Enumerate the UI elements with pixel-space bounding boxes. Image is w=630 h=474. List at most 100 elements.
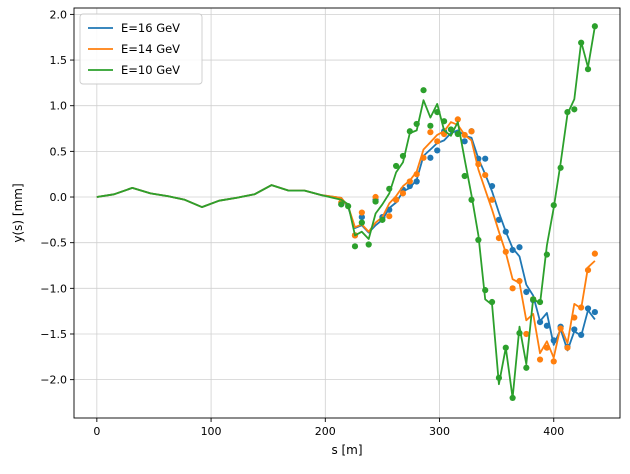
data-point xyxy=(516,277,523,285)
data-point xyxy=(365,241,372,248)
data-point xyxy=(406,182,413,190)
data-point xyxy=(530,296,537,303)
data-point xyxy=(564,108,571,116)
data-point xyxy=(468,196,475,203)
data-point xyxy=(351,243,359,250)
data-point xyxy=(440,118,448,125)
x-tick-label: 300 xyxy=(429,425,450,438)
data-point xyxy=(413,120,420,128)
data-point xyxy=(406,128,413,135)
data-point xyxy=(557,164,564,171)
plot-frame xyxy=(73,7,621,419)
y-tick-label: 1.0 xyxy=(50,100,68,113)
data-point xyxy=(372,193,379,201)
data-point xyxy=(420,87,427,94)
data-point xyxy=(571,106,578,113)
data-point xyxy=(434,108,441,116)
data-point xyxy=(502,248,509,255)
data-point xyxy=(509,285,516,292)
data-point xyxy=(345,203,352,210)
data-point xyxy=(495,374,503,381)
data-point xyxy=(578,304,585,311)
series-2 xyxy=(96,116,598,365)
y-tick-label: −1.0 xyxy=(40,282,67,295)
data-point xyxy=(461,138,468,145)
data-point xyxy=(578,331,585,339)
data-point xyxy=(591,250,598,257)
data-point xyxy=(536,319,544,326)
data-point xyxy=(495,235,503,242)
y-axis-label: y(s) [mm] xyxy=(11,183,25,242)
legend-box xyxy=(79,13,203,85)
data-point xyxy=(571,314,578,321)
data-point xyxy=(338,201,345,208)
data-point xyxy=(434,147,441,154)
y-tick-label: −1.5 xyxy=(40,328,67,341)
data-point xyxy=(516,244,523,251)
data-point xyxy=(393,162,400,170)
legend-label: E=16 GeV xyxy=(121,21,180,35)
data-point xyxy=(482,155,489,162)
series-layer xyxy=(96,23,598,402)
legend-label: E=10 GeV xyxy=(121,63,180,77)
data-point xyxy=(393,196,400,203)
data-point xyxy=(413,178,420,185)
data-point xyxy=(427,154,434,161)
data-point xyxy=(536,356,544,363)
data-point xyxy=(509,246,516,254)
y-tick-label: 2.0 xyxy=(50,8,68,21)
x-axis-label: s [m] xyxy=(331,443,362,457)
data-point xyxy=(550,337,557,344)
data-point xyxy=(543,251,550,258)
data-point xyxy=(386,185,393,192)
data-point xyxy=(427,122,434,129)
data-point xyxy=(502,228,509,235)
data-point xyxy=(475,236,482,244)
y-tick-label: 0.5 xyxy=(50,145,68,158)
data-point xyxy=(461,172,468,180)
data-point xyxy=(372,198,379,205)
data-point xyxy=(468,128,475,135)
data-point xyxy=(413,171,420,178)
series-line xyxy=(96,129,596,352)
data-point xyxy=(488,196,496,203)
x-tick-label: 0 xyxy=(93,425,100,438)
x-tick-label: 400 xyxy=(543,425,564,438)
data-point xyxy=(488,182,496,190)
legend-label: E=14 GeV xyxy=(121,42,180,56)
data-point xyxy=(386,213,393,220)
data-point xyxy=(543,322,550,329)
data-point xyxy=(482,172,489,179)
x-tick-label: 200 xyxy=(315,425,336,438)
data-point xyxy=(578,39,585,46)
data-point xyxy=(591,308,598,316)
data-point xyxy=(557,325,564,332)
data-point xyxy=(502,344,509,351)
series-line xyxy=(96,26,596,399)
data-point xyxy=(543,344,550,351)
x-tick-label: 100 xyxy=(201,425,222,438)
data-point xyxy=(399,190,407,197)
data-point xyxy=(584,266,592,274)
data-point xyxy=(358,209,365,216)
data-point xyxy=(379,216,386,223)
data-point xyxy=(571,326,578,333)
data-point xyxy=(475,161,482,168)
data-point xyxy=(495,216,503,223)
data-point xyxy=(482,287,489,294)
data-point xyxy=(358,214,365,221)
data-point xyxy=(447,126,455,133)
data-point xyxy=(399,152,407,160)
y-tick-label: 0.0 xyxy=(50,191,68,204)
series-3 xyxy=(96,23,598,402)
y-tick-label: −2.0 xyxy=(40,374,67,387)
data-point xyxy=(584,305,592,312)
data-point xyxy=(523,330,530,338)
data-point xyxy=(358,219,365,226)
axis-ticks: 0 100 200 300 400 −2.0 −1.5 −1.0 −0.5 0.0 0.5 1.0 1.… xyxy=(40,8,564,438)
data-point xyxy=(550,358,557,365)
data-point xyxy=(523,364,530,371)
data-point xyxy=(509,394,516,402)
data-point xyxy=(434,138,441,145)
